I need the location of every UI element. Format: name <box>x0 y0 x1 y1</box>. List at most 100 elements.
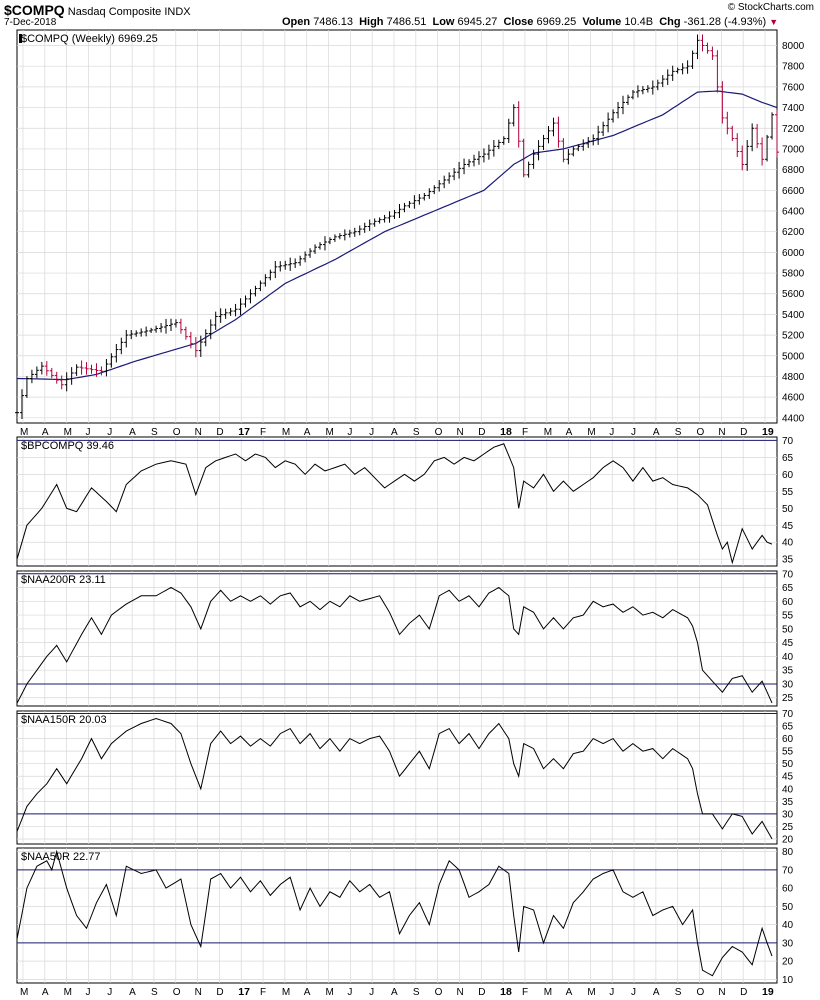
y-tick-label: 35 <box>782 797 794 808</box>
y-tick-label: 7400 <box>782 103 805 114</box>
price-bar <box>263 274 268 287</box>
price-bar <box>730 125 735 142</box>
high-label: High <box>359 16 384 28</box>
top-x-label: J <box>609 427 614 438</box>
ohlc-summary: Open 7486.13 High 7486.51 Low 6945.27 Cl… <box>282 16 778 28</box>
y-tick-label: 50 <box>782 902 794 913</box>
bottom-x-label: S <box>675 987 682 998</box>
price-bar <box>372 218 377 227</box>
price-bar <box>109 353 114 368</box>
y-tick-label: 70 <box>782 436 794 447</box>
price-bar <box>332 234 337 242</box>
price-bar <box>288 257 293 271</box>
panel-label: $COMPQ (Weekly) 6969.25 <box>21 33 158 45</box>
price-bar <box>203 329 208 347</box>
price-bar <box>556 116 561 148</box>
y-tick-label: 45 <box>782 521 794 532</box>
price-bar <box>536 140 541 161</box>
low-value: 6945.27 <box>457 16 498 28</box>
bottom-x-label: A <box>653 987 660 998</box>
bottom-x-label: M <box>544 987 552 998</box>
panel-0: 4400 4600 4800 5000 5200 5400 5600 5800 6000 6200… <box>15 29 805 424</box>
y-tick-label: 60 <box>782 884 794 895</box>
y-tick-label: 20 <box>782 834 794 845</box>
price-bar <box>347 229 352 238</box>
down-triangle-icon: ▼ <box>769 17 779 27</box>
price-bar <box>168 318 173 332</box>
indicator-line <box>16 443 773 565</box>
y-tick-label: 6000 <box>782 248 805 259</box>
top-x-label: S <box>151 427 158 438</box>
y-tick-label: 55 <box>782 747 794 758</box>
price-bar <box>665 69 670 85</box>
top-x-label: N <box>718 427 725 438</box>
top-x-label: 17 <box>238 426 250 438</box>
top-x-label: A <box>42 427 49 438</box>
top-x-label: A <box>304 427 311 438</box>
price-bar <box>15 410 19 415</box>
bottom-x-label: M <box>20 987 28 998</box>
price-bar <box>640 85 645 95</box>
bottom-x-label: D <box>216 987 223 998</box>
bottom-x-label: S <box>151 987 158 998</box>
top-x-label: N <box>456 427 463 438</box>
y-tick-label: 65 <box>782 722 794 733</box>
top-x-label: M <box>282 427 290 438</box>
top-x-label: M <box>544 427 552 438</box>
price-bar <box>54 371 59 384</box>
price-bar <box>233 303 238 317</box>
top-x-label: M <box>326 427 334 438</box>
low-label: Low <box>432 16 455 28</box>
bottom-x-label: 18 <box>500 986 512 998</box>
price-bar <box>407 200 412 209</box>
price-bar <box>437 180 442 192</box>
price-bar <box>34 366 39 379</box>
y-tick-label: 40 <box>782 920 794 931</box>
y-tick-label: 5400 <box>782 310 805 321</box>
y-tick-label: 25 <box>782 822 794 833</box>
price-bar <box>183 326 188 340</box>
y-tick-label: 6800 <box>782 165 805 176</box>
bottom-x-label: 19 <box>762 986 774 998</box>
y-tick-label: 50 <box>782 759 794 770</box>
y-tick-label: 40 <box>782 538 794 549</box>
price-bar <box>392 209 397 219</box>
price-bar <box>248 289 253 304</box>
price-bar <box>342 229 347 241</box>
price-bar <box>129 330 134 340</box>
bottom-x-label: A <box>304 987 311 998</box>
bottom-x-label: A <box>129 987 136 998</box>
price-bar <box>720 81 725 124</box>
price-bar <box>223 308 228 319</box>
panel-label: $NAA150R 20.03 <box>21 714 107 726</box>
close-value: 6969.25 <box>536 16 577 28</box>
bottom-x-label: N <box>195 987 202 998</box>
top-x-label: M <box>20 427 28 438</box>
y-tick-label: 80 <box>782 847 794 858</box>
price-bar <box>775 109 779 158</box>
y-tick-label: 4400 <box>782 413 805 424</box>
price-bar <box>541 134 546 151</box>
price-bar <box>89 364 94 374</box>
price-bar <box>119 337 124 355</box>
bottom-x-label: M <box>64 987 72 998</box>
price-bar <box>412 195 417 209</box>
y-tick-label: 60 <box>782 470 794 481</box>
panel-label: $NAA200R 23.11 <box>21 574 106 586</box>
price-bar <box>303 251 308 263</box>
y-tick-label: 65 <box>782 453 794 464</box>
price-bar <box>765 134 770 162</box>
bottom-x-label: J <box>369 987 374 998</box>
y-tick-label: 6200 <box>782 227 805 238</box>
top-x-label: O <box>435 427 443 438</box>
top-x-label: A <box>391 427 398 438</box>
bottom-x-label: M <box>282 987 290 998</box>
top-x-label: M <box>587 427 595 438</box>
price-bar <box>327 237 332 245</box>
price-bar <box>501 136 506 145</box>
y-tick-label: 40 <box>782 784 794 795</box>
price-bar <box>213 311 218 330</box>
panel-frame <box>16 570 778 707</box>
price-bar <box>735 133 740 157</box>
bottom-x-label: N <box>718 987 725 998</box>
